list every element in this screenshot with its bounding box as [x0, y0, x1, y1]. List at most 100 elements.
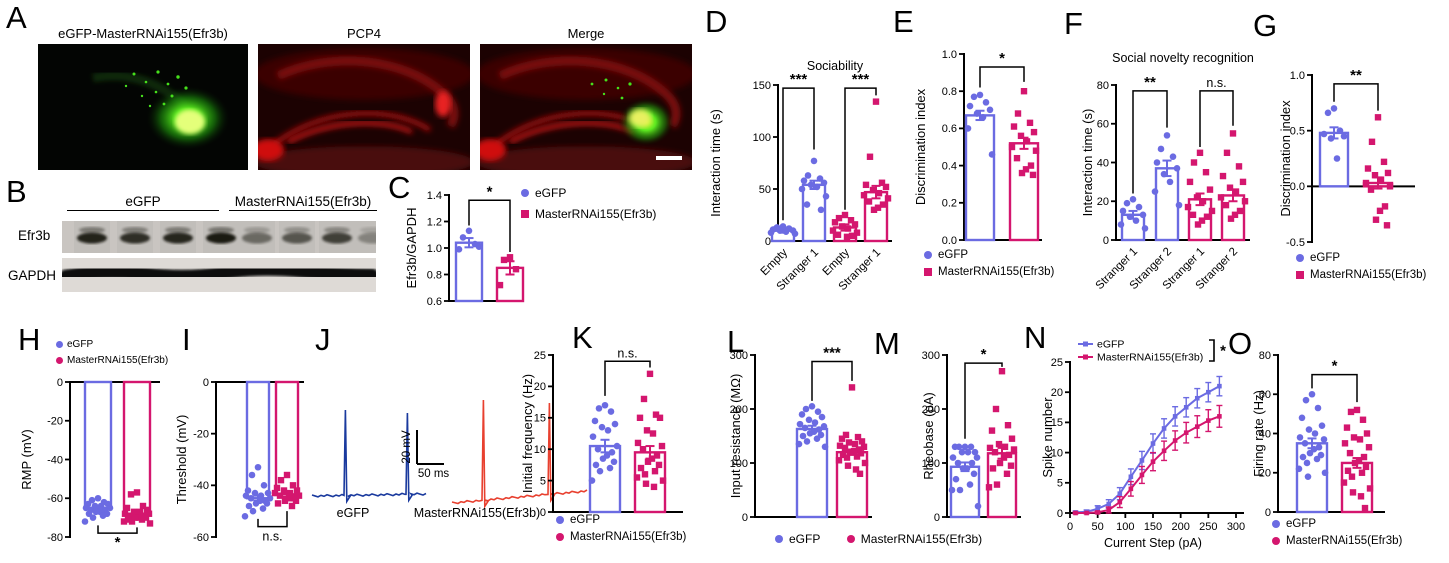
chart-threshold: 0 -20 -40 -60 Threshold (mV) n.s. — [168, 370, 318, 563]
svg-text:40: 40 — [1259, 428, 1271, 440]
svg-text:Spike number: Spike number — [1040, 397, 1055, 478]
svg-text:80: 80 — [1097, 80, 1109, 92]
fluorescence-image-egfp — [38, 44, 248, 170]
rnai-marker-icon — [1296, 270, 1304, 279]
image-title-egfp: eGFP-MasterRNAi155(Efr3b) — [58, 26, 228, 41]
legend-panels-d-e: eGFP MasterRNAi155(Efr3b) — [924, 246, 1054, 280]
svg-text:0.6: 0.6 — [942, 123, 957, 135]
svg-text:n.s.: n.s. — [262, 530, 282, 544]
panel-i-label: I — [182, 322, 191, 357]
svg-text:Interaction time (s): Interaction time (s) — [708, 109, 723, 217]
panel-e-label: E — [893, 4, 914, 39]
chart-sociability: 0 50 100 150 Interaction time (s) Sociability… — [706, 40, 918, 320]
svg-text:-20: -20 — [47, 416, 63, 428]
svg-text:60: 60 — [1259, 389, 1271, 401]
rnai-marker-icon — [1272, 536, 1280, 545]
svg-text:200: 200 — [1171, 521, 1189, 533]
svg-text:200: 200 — [730, 404, 748, 416]
svg-text:0.5: 0.5 — [1290, 125, 1305, 137]
svg-text:*: * — [1332, 358, 1338, 375]
svg-text:1.0: 1.0 — [1290, 70, 1305, 82]
svg-text:1.2: 1.2 — [427, 216, 442, 228]
svg-text:-40: -40 — [193, 480, 209, 492]
svg-text:-80: -80 — [47, 532, 63, 544]
svg-text:50 ms: 50 ms — [418, 468, 450, 480]
legend-panels-l-m: eGFP MasterRNAi155(Efr3b) — [775, 528, 1004, 549]
svg-text:-40: -40 — [47, 454, 63, 466]
scale-bar — [656, 156, 682, 160]
svg-text:Initial frequency (Hz): Initial frequency (Hz) — [520, 374, 535, 493]
egfp-marker-icon — [56, 340, 63, 348]
svg-text:n.s.: n.s. — [1206, 76, 1226, 90]
svg-text:*: * — [1220, 343, 1226, 360]
svg-text:Current Step (pA): Current Step (pA) — [1104, 536, 1202, 550]
legend-row-egfp: eGFP — [56, 336, 168, 352]
rnai-marker-icon — [556, 532, 564, 541]
legend-row-rnai: MasterRNAi155(Efr3b) — [1296, 266, 1426, 283]
panel-j-label: J — [315, 322, 331, 357]
blot-strip-efr3b — [62, 221, 391, 258]
legend-panel-o: eGFP MasterRNAi155(Efr3b) — [1272, 515, 1402, 549]
svg-text:n.s.: n.s. — [617, 346, 637, 360]
svg-text:0.2: 0.2 — [942, 198, 957, 210]
svg-text:0.0: 0.0 — [1290, 181, 1305, 193]
svg-text:50: 50 — [1092, 521, 1104, 533]
svg-text:20: 20 — [1259, 468, 1271, 480]
legend-row-egfp: eGFP — [521, 182, 656, 203]
svg-text:300: 300 — [922, 350, 940, 362]
rnai-marker-icon — [56, 356, 63, 364]
chart-input-resistance: 0 100 200 300 Input resistance (MΩ) *** — [718, 344, 880, 531]
svg-text:5: 5 — [540, 475, 546, 487]
svg-text:25: 25 — [534, 350, 546, 362]
svg-text:Sociability: Sociability — [807, 59, 864, 73]
chart-social-novelty: 0 20 40 60 80 Interaction time (s) Social nove… — [1080, 30, 1280, 308]
svg-text:Interaction time (s): Interaction time (s) — [1080, 109, 1095, 217]
svg-text:Threshold (mV): Threshold (mV) — [174, 415, 189, 505]
legend-row-egfp: eGFP — [775, 528, 820, 549]
egfp-marker-icon — [1272, 519, 1280, 528]
panel-h-label: H — [18, 322, 41, 357]
svg-text:**: ** — [1350, 67, 1362, 84]
svg-text:25: 25 — [1051, 357, 1063, 369]
svg-text:15: 15 — [534, 413, 546, 425]
svg-text:0: 0 — [765, 236, 771, 248]
svg-text:0: 0 — [1057, 508, 1063, 520]
svg-text:RMP (mV): RMP (mV) — [19, 429, 34, 489]
trace-label-egfp: eGFP — [336, 506, 370, 520]
panel-d-label: D — [705, 4, 728, 39]
blot-strip-gapdh — [59, 258, 379, 297]
svg-text:80: 80 — [1259, 350, 1271, 362]
svg-text:60: 60 — [1097, 119, 1109, 131]
chart-discrimination-index-sociability: 0.0 0.2 0.4 0.6 0.8 1.0 Discrimination index * — [912, 30, 1052, 254]
fluorescence-image-merge — [480, 44, 692, 170]
svg-text:100: 100 — [922, 458, 940, 470]
blot-group-rnai: MasterRNAi155(Efr3b) — [229, 194, 377, 211]
svg-text:20: 20 — [1097, 196, 1109, 208]
panel-m-label: M — [874, 326, 900, 361]
svg-text:0.8: 0.8 — [427, 269, 442, 281]
svg-text:***: *** — [790, 71, 808, 88]
fluorescence-image-pcp4 — [258, 44, 470, 170]
legend-panel-g: eGFP MasterRNAi155(Efr3b) — [1296, 249, 1426, 283]
image-title-merge: Merge — [567, 26, 605, 41]
svg-text:Input resistance (MΩ): Input resistance (MΩ) — [728, 374, 743, 499]
svg-text:200: 200 — [922, 404, 940, 416]
legend-row-egfp: eGFP — [1296, 249, 1426, 266]
svg-text:300: 300 — [730, 350, 748, 362]
svg-text:50: 50 — [759, 184, 771, 196]
svg-text:250: 250 — [1199, 521, 1217, 533]
legend-row-rnai: MasterRNAi155(Efr3b) — [1272, 532, 1402, 549]
svg-text:100: 100 — [730, 458, 748, 470]
svg-text:-60: -60 — [47, 493, 63, 505]
svg-text:-20: -20 — [193, 428, 209, 440]
svg-text:0.0: 0.0 — [942, 235, 957, 247]
svg-text:100: 100 — [1116, 521, 1134, 533]
svg-text:Discrimination index: Discrimination index — [1278, 100, 1293, 217]
svg-text:Rheobase (pA): Rheobase (pA) — [921, 392, 936, 479]
legend-row-rnai: MasterRNAi155(Efr3b) — [924, 263, 1054, 280]
legend-row-egfp: eGFP — [1272, 515, 1402, 532]
panel-l-label: L — [727, 324, 745, 359]
svg-text:20: 20 — [534, 381, 546, 393]
blot-row-gapdh-label: GAPDH — [8, 268, 57, 283]
